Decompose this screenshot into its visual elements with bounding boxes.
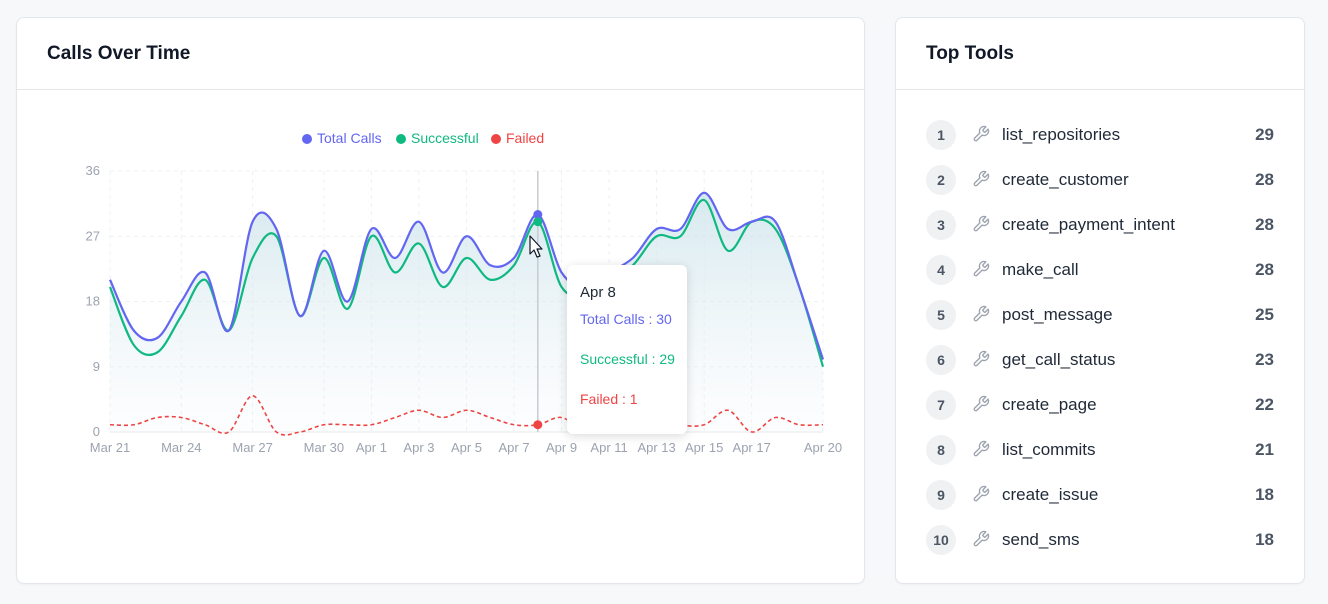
tool-name: list_repositories bbox=[1002, 125, 1121, 144]
wrench-icon bbox=[973, 530, 990, 547]
tool-row[interactable]: 2 create_customer 28 bbox=[896, 163, 1304, 208]
tool-row[interactable]: 8 list_commits 21 bbox=[896, 433, 1304, 478]
series-line-failed[interactable] bbox=[109, 394, 824, 436]
tool-name: make_call bbox=[1002, 260, 1079, 279]
tool-rank: 5 bbox=[926, 300, 956, 330]
tool-rank: 6 bbox=[926, 345, 956, 375]
point-total-calls[interactable] bbox=[533, 210, 543, 219]
tool-rank: 2 bbox=[926, 165, 956, 195]
tool-row[interactable]: 9 create_issue 18 bbox=[896, 478, 1304, 523]
tool-name: create_issue bbox=[1002, 485, 1099, 504]
wrench-icon bbox=[973, 215, 990, 232]
tool-rank: 9 bbox=[926, 480, 956, 510]
chart-legend: Total Calls Successful Failed bbox=[302, 130, 544, 146]
tool-count: 28 bbox=[1255, 215, 1274, 234]
x-tick-label: Mar 27 bbox=[232, 440, 272, 455]
legend-label: Failed bbox=[506, 130, 544, 146]
y-tick-label: 36 bbox=[86, 163, 100, 178]
tool-count: 23 bbox=[1255, 350, 1274, 369]
tool-row[interactable]: 3 create_payment_intent 28 bbox=[896, 208, 1304, 253]
wrench-icon bbox=[973, 440, 990, 457]
x-tick-label: Apr 3 bbox=[403, 440, 434, 455]
tooltip-date: Apr 8 bbox=[580, 284, 616, 301]
tool-name: send_sms bbox=[1002, 530, 1080, 549]
tool-rank: 10 bbox=[926, 525, 956, 555]
tool-rank: 4 bbox=[926, 255, 956, 285]
legend-marker bbox=[302, 134, 312, 144]
calls-card-header: Calls Over Time bbox=[17, 18, 864, 90]
calls-over-time-card: Calls Over Time 0 9 18 27 36 Mar 21 Mar 24 Mar … bbox=[16, 17, 865, 584]
x-tick-label: Apr 5 bbox=[451, 440, 482, 455]
x-tick-label: Apr 15 bbox=[685, 440, 723, 455]
legend-label: Total Calls bbox=[317, 130, 382, 146]
wrench-icon bbox=[973, 305, 990, 322]
tool-name: create_page bbox=[1002, 395, 1097, 414]
wrench-icon bbox=[973, 125, 990, 142]
tool-count: 22 bbox=[1255, 395, 1274, 414]
tools-card-title: Top Tools bbox=[926, 43, 1014, 64]
tool-row[interactable]: 5 post_message 25 bbox=[896, 298, 1304, 343]
x-tick-label: Mar 30 bbox=[304, 440, 344, 455]
tool-count: 28 bbox=[1255, 260, 1274, 279]
y-tick-label: 9 bbox=[93, 359, 100, 374]
legend-marker bbox=[396, 134, 406, 144]
legend-label: Successful bbox=[411, 130, 479, 146]
cursor-icon bbox=[529, 235, 543, 258]
tool-row[interactable]: 7 create_page 22 bbox=[896, 388, 1304, 433]
legend-marker bbox=[491, 134, 501, 144]
tooltip-total: Total Calls : 30 bbox=[580, 311, 672, 327]
y-tick-label: 0 bbox=[93, 424, 100, 439]
y-tick-label: 18 bbox=[86, 294, 100, 309]
series-line-total-calls[interactable] bbox=[109, 191, 825, 360]
tool-rank: 7 bbox=[926, 390, 956, 420]
x-tick-label: Apr 13 bbox=[637, 440, 675, 455]
wrench-icon bbox=[973, 260, 990, 277]
tools-card-header: Top Tools bbox=[896, 18, 1304, 90]
tool-rank: 3 bbox=[926, 210, 956, 240]
top-tools-card: Top Tools 1 list_repositories 29 2 create_c… bbox=[895, 17, 1305, 584]
legend-item-total-calls[interactable]: Total Calls bbox=[302, 130, 382, 146]
legend-item-failed[interactable]: Failed bbox=[491, 130, 544, 146]
legend-item-successful[interactable]: Successful bbox=[396, 130, 479, 146]
tool-name: create_customer bbox=[1002, 170, 1129, 189]
x-tick-label: Apr 20 bbox=[804, 440, 842, 455]
x-tick-label: Mar 24 bbox=[161, 440, 201, 455]
tool-rank: 1 bbox=[926, 120, 956, 150]
point-successful[interactable] bbox=[533, 217, 543, 227]
chart-tooltip: Apr 8 Total Calls : 30 Successful : 29 F… bbox=[567, 265, 687, 434]
x-tick-label: Apr 17 bbox=[733, 440, 771, 455]
tooltip-successful: Successful : 29 bbox=[580, 351, 675, 367]
x-tick-label: Apr 9 bbox=[546, 440, 577, 455]
x-tick-label: Apr 7 bbox=[498, 440, 529, 455]
x-tick-label: Apr 1 bbox=[356, 440, 387, 455]
calls-card-title: Calls Over Time bbox=[47, 43, 191, 64]
tool-row[interactable]: 1 list_repositories 29 bbox=[896, 118, 1304, 163]
tool-count: 25 bbox=[1255, 305, 1274, 324]
wrench-icon bbox=[973, 395, 990, 412]
tool-count: 18 bbox=[1255, 485, 1274, 504]
tool-count: 29 bbox=[1255, 125, 1274, 144]
wrench-icon bbox=[973, 485, 990, 502]
tool-count: 18 bbox=[1255, 530, 1274, 549]
tool-row[interactable]: 10 send_sms 18 bbox=[896, 523, 1304, 568]
tool-count: 28 bbox=[1255, 170, 1274, 189]
tool-row[interactable]: 4 make_call 28 bbox=[896, 253, 1304, 298]
tools-list: 1 list_repositories 29 2 create_customer 28 … bbox=[896, 118, 1304, 568]
tool-name: create_payment_intent bbox=[1002, 215, 1175, 234]
calls-chart[interactable]: 0 9 18 27 36 Mar 21 Mar 24 Mar 27 Mar 30 Apr 1 Apr… bbox=[17, 18, 865, 584]
tool-name: post_message bbox=[1002, 305, 1113, 324]
tooltip-failed: Failed : 1 bbox=[580, 391, 638, 407]
x-tick-label: Apr 11 bbox=[590, 440, 627, 455]
tool-row[interactable]: 6 get_call_status 23 bbox=[896, 343, 1304, 388]
tool-name: list_commits bbox=[1002, 440, 1096, 459]
tool-rank: 8 bbox=[926, 435, 956, 465]
point-failed[interactable] bbox=[533, 420, 543, 430]
y-tick-label: 27 bbox=[86, 228, 100, 243]
x-tick-label: Mar 21 bbox=[90, 440, 130, 455]
tool-name: get_call_status bbox=[1002, 350, 1116, 369]
wrench-icon bbox=[973, 170, 990, 187]
tool-count: 21 bbox=[1255, 440, 1274, 459]
wrench-icon bbox=[973, 350, 990, 367]
